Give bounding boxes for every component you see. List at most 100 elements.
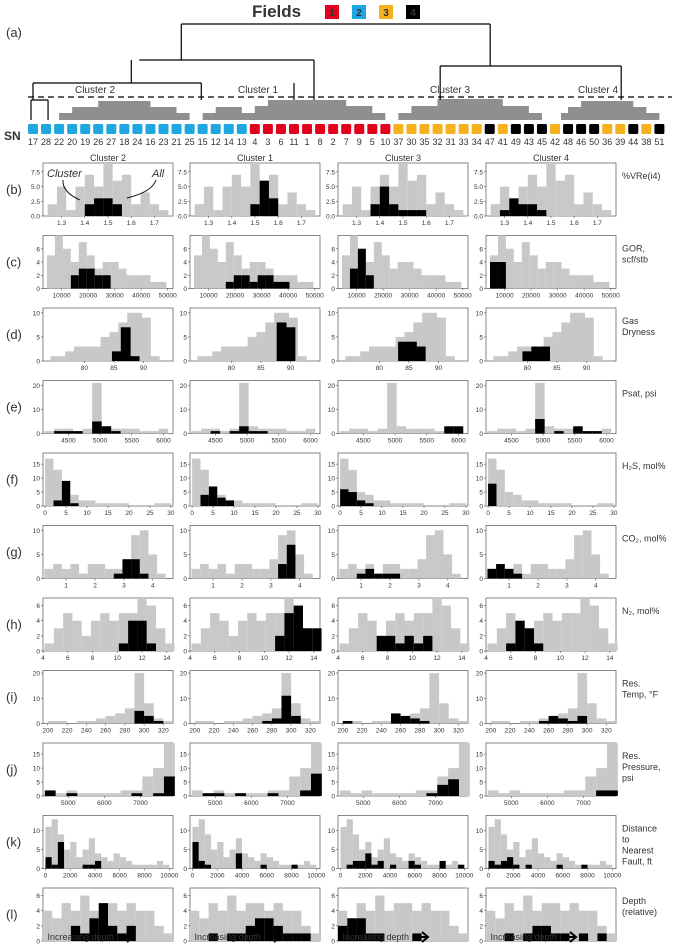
- all-samples-bar: [513, 842, 520, 869]
- x-tick-label: 1.4: [375, 220, 384, 227]
- all-samples-bar: [165, 643, 175, 651]
- y-tick-label: 5: [479, 334, 483, 341]
- x-tick-label: 90: [287, 365, 295, 372]
- all-samples-bar: [233, 255, 242, 289]
- x-tick-label: 1.3: [204, 220, 213, 227]
- all-samples-bar: [419, 708, 430, 724]
- cluster-bar: [407, 210, 417, 216]
- cluster-bar: [513, 864, 520, 869]
- y-tick-label: 0: [479, 649, 483, 656]
- plot-frame: [189, 380, 321, 434]
- all-samples-bar: [156, 860, 164, 869]
- cluster-bar: [500, 860, 508, 869]
- cluster-bar: [265, 275, 274, 289]
- cluster-bar: [554, 431, 564, 434]
- histogram-panel: 0 5 10 0 2000 4000 6000 8000 10000: [180, 815, 326, 880]
- cluster-bar: [531, 346, 542, 361]
- histogram-panel: 0 5 10 1 2 3 4: [180, 525, 321, 590]
- sample-number: 26: [93, 137, 103, 147]
- all-samples-bar: [139, 431, 150, 434]
- y-tick-label: 10: [180, 407, 188, 414]
- all-samples-bar: [513, 494, 522, 506]
- all-samples-bar: [593, 281, 602, 289]
- cluster-bar: [235, 793, 246, 796]
- all-samples-bar: [429, 275, 438, 289]
- all-samples-bar: [415, 790, 427, 796]
- all-samples-bar: [64, 849, 71, 869]
- cluster-bar: [400, 715, 411, 724]
- y-tick-label: 7.5: [178, 169, 187, 176]
- y-tick-label: 10: [33, 528, 41, 535]
- cluster-bar: [370, 204, 380, 216]
- cluster-bar: [264, 918, 274, 941]
- sample-swatch: [67, 124, 78, 134]
- all-samples-bar: [382, 500, 391, 506]
- x-tick-label: 6000: [540, 800, 555, 807]
- sample-swatch: [354, 124, 365, 134]
- x-tick-label: 220: [357, 728, 368, 735]
- x-tick-label: 7000: [133, 800, 148, 807]
- all-samples-bar: [421, 903, 431, 941]
- y-tick-label: 7.5: [474, 169, 483, 176]
- x-tick-label: 1.6: [570, 220, 579, 227]
- y-tick-label: 20: [328, 671, 336, 678]
- all-samples-bar: [109, 620, 119, 651]
- sample-swatch: [654, 124, 665, 134]
- all-samples-bar: [449, 503, 458, 506]
- histogram-panel: 0 5 10 0 2000 4000 6000 8000 10000: [33, 815, 179, 880]
- all-samples-bar: [224, 793, 236, 796]
- y-tick-label: 5: [331, 552, 335, 559]
- row-label: Distance to Nearest Fault, ft: [622, 824, 657, 867]
- y-tick-label: 10: [180, 766, 188, 773]
- all-samples-bar: [377, 428, 388, 434]
- all-samples-bar: [426, 204, 436, 216]
- x-tick-label: 10: [409, 655, 417, 662]
- all-samples-bar: [242, 503, 251, 506]
- cluster-bar: [496, 564, 505, 579]
- x-tick-label: 4000: [531, 873, 546, 880]
- all-samples-bar: [120, 790, 132, 796]
- all-samples-bar: [82, 428, 93, 434]
- all-samples-bar: [423, 613, 433, 651]
- histogram-panel: 0 10 20 200 220 240 260 280 300 320: [328, 670, 469, 735]
- all-samples-bar: [220, 431, 230, 434]
- all-samples-bar: [580, 598, 590, 651]
- x-tick-label: 280: [119, 728, 130, 735]
- sample-row: 17 28 22 20 19 26 27 18 24 16 23 21 25 15 12 14 13 4 3 6 11 1…: [28, 124, 664, 147]
- all-samples-bar: [245, 903, 255, 941]
- all-samples-bar: [115, 713, 125, 724]
- all-samples-bar: [494, 819, 501, 869]
- all-samples-bar: [65, 351, 80, 361]
- all-samples-bar: [339, 643, 349, 651]
- all-samples-bar: [563, 428, 574, 434]
- cluster-bar: [111, 351, 122, 361]
- y-tick-label: 0: [36, 431, 40, 438]
- x-tick-label: 50000: [306, 293, 324, 300]
- footer-row: Increasing depth Increasing depth Increasi…: [47, 931, 578, 943]
- plot-frame: [485, 380, 617, 434]
- all-samples-bar: [425, 428, 435, 434]
- all-samples-bar: [365, 910, 376, 941]
- x-tick-label: 1.4: [80, 220, 89, 227]
- all-samples-bar: [449, 925, 459, 941]
- all-samples-bar: [387, 382, 397, 434]
- all-samples-bar: [95, 503, 104, 506]
- all-samples-bar: [448, 718, 459, 724]
- panel-label: (e): [6, 400, 22, 415]
- all-samples-bar: [574, 535, 583, 579]
- cluster-bar: [278, 564, 287, 579]
- all-samples-bar: [163, 743, 175, 796]
- all-samples-bar: [377, 849, 384, 869]
- cluster-bar: [57, 842, 65, 869]
- x-tick-label: 240: [376, 728, 387, 735]
- all-samples-bar: [120, 503, 129, 506]
- cluster-bar: [567, 720, 578, 724]
- sample-swatch: [275, 124, 286, 134]
- all-samples-bar: [120, 428, 131, 434]
- cluster-bar: [217, 497, 226, 506]
- sample-number: 11: [289, 137, 298, 147]
- cluster-bar: [488, 483, 497, 506]
- cluster-bar: [80, 933, 90, 941]
- x-tick-label: 10: [230, 510, 238, 517]
- y-tick-label: 15: [33, 462, 41, 469]
